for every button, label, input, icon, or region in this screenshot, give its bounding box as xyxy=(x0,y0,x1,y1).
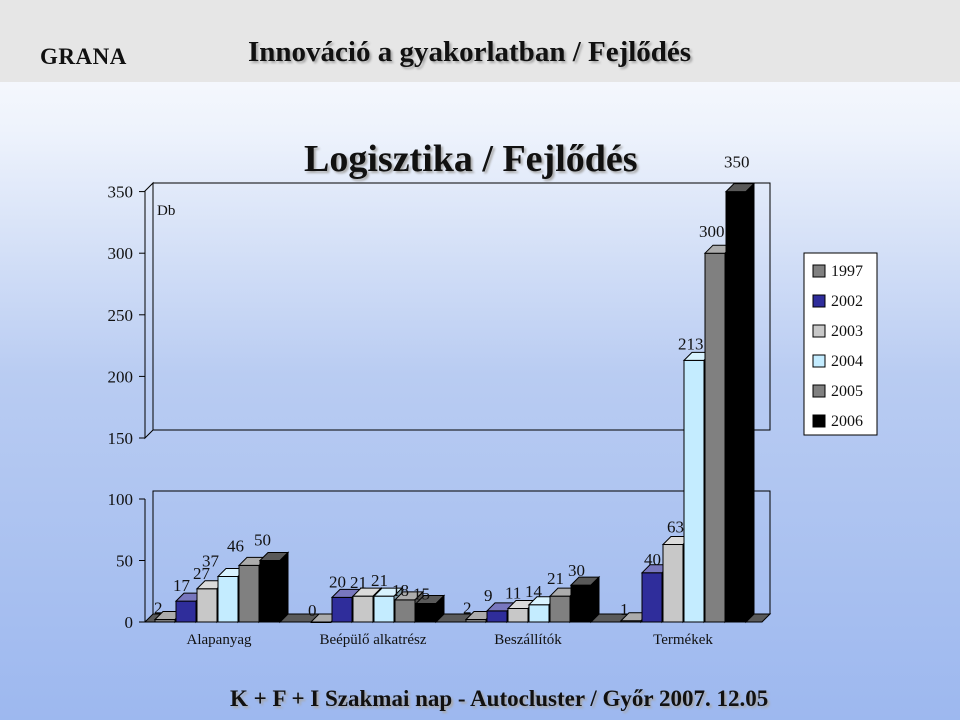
data-label: 37 xyxy=(202,551,220,570)
bar-4-3 xyxy=(704,252,726,623)
bar-4-2 xyxy=(549,595,571,623)
bar-4-1 xyxy=(394,599,416,623)
data-label: 18 xyxy=(392,581,409,600)
data-label: 2 xyxy=(463,599,472,618)
bar-5-3 xyxy=(725,191,747,623)
y-tick-label: 250 xyxy=(108,306,134,325)
y-tick-label: 300 xyxy=(108,244,134,263)
legend-swatch xyxy=(812,294,826,308)
data-label: 21 xyxy=(350,573,367,592)
bar-5-1 xyxy=(415,603,437,623)
logo: GRANA xyxy=(40,44,127,69)
legend-swatch xyxy=(812,264,826,278)
legend-label: 2002 xyxy=(831,293,863,310)
data-label: 300 xyxy=(699,222,725,241)
data-label: 2 xyxy=(154,599,163,618)
upper-back-wall xyxy=(152,182,771,431)
bar-4-0 xyxy=(238,564,260,623)
bar-side-5-2 xyxy=(590,575,600,624)
bar-2-0 xyxy=(196,588,218,623)
data-label: 11 xyxy=(505,583,521,602)
data-label: 27 xyxy=(193,564,211,583)
y-tick-label: 100 xyxy=(108,490,134,509)
data-label: 0 xyxy=(308,601,317,620)
legend-label: 2005 xyxy=(831,383,863,400)
data-label: 17 xyxy=(173,576,191,595)
footer-text: K + F + I Szakmai nap - Autocluster / Gy… xyxy=(230,686,769,711)
bar-5-2 xyxy=(570,584,592,623)
bar-1-0 xyxy=(175,600,197,623)
x-tick-label: Beszállítók xyxy=(494,632,562,648)
y-tick-label: 0 xyxy=(125,613,134,632)
data-label: 21 xyxy=(371,571,388,590)
data-label: 350 xyxy=(724,153,750,172)
bar-side-5-3 xyxy=(745,182,755,624)
chart-title: Logisztika / Fejlődés xyxy=(304,138,638,180)
legend-swatch xyxy=(812,384,826,398)
legend-swatch xyxy=(812,324,826,338)
bar-3-1 xyxy=(373,595,395,623)
bar-1-3 xyxy=(641,572,663,623)
y-tick-label: 50 xyxy=(116,552,133,571)
legend-label: 2006 xyxy=(831,413,863,430)
bar-3-2 xyxy=(528,604,550,623)
data-label: 14 xyxy=(525,582,543,601)
upper-side-wall xyxy=(144,181,154,440)
legend-label: 1997 xyxy=(831,263,863,280)
y-axis-label: Db xyxy=(157,203,175,219)
bar-1-2 xyxy=(486,610,508,623)
bar-side-5-0 xyxy=(279,551,289,624)
data-label: 46 xyxy=(227,536,244,555)
bar-2-1 xyxy=(352,595,374,623)
data-label: 1 xyxy=(620,600,629,619)
data-label: 213 xyxy=(678,334,704,353)
bar-5-0 xyxy=(259,560,281,623)
y-tick-label: 200 xyxy=(108,367,134,386)
x-tick-label: Beépülő alkatrész xyxy=(319,632,426,648)
data-label: 21 xyxy=(547,569,564,588)
bar-1-1 xyxy=(331,596,353,623)
data-label: 30 xyxy=(568,561,585,580)
header-band xyxy=(0,0,960,82)
data-label: 9 xyxy=(484,586,493,605)
bar-2-2 xyxy=(507,607,529,623)
bar-3-3 xyxy=(683,359,705,623)
legend-label: 2003 xyxy=(831,323,863,340)
x-tick-label: Alapanyag xyxy=(187,632,252,648)
data-label: 50 xyxy=(254,531,271,550)
bar-2-3 xyxy=(662,544,684,623)
legend-box xyxy=(803,252,878,436)
data-label: 40 xyxy=(644,550,661,569)
bar-side-5-1 xyxy=(435,594,445,624)
y-tick-label: 150 xyxy=(108,429,134,448)
header-title: Innováció a gyakorlatban / Fejlődés xyxy=(248,36,692,68)
legend-swatch xyxy=(812,414,826,428)
legend-swatch xyxy=(812,354,826,368)
x-tick-label: Termékek xyxy=(653,632,713,648)
bar-3-0 xyxy=(217,575,239,623)
legend-label: 2004 xyxy=(831,353,863,370)
data-label: 20 xyxy=(329,572,346,591)
data-label: 63 xyxy=(667,518,684,537)
data-label: 15 xyxy=(413,585,430,604)
y-tick-label: 350 xyxy=(108,183,134,202)
